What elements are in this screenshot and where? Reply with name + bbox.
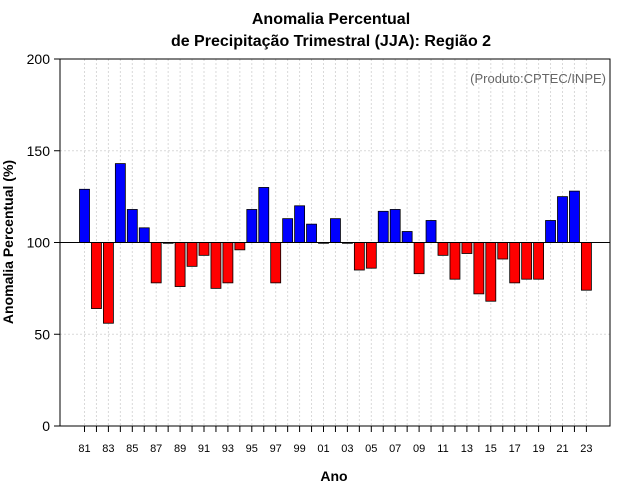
x-tick-label: 87 xyxy=(150,443,162,455)
x-tick-label: 07 xyxy=(389,443,401,455)
bar-2022 xyxy=(569,190,580,243)
y-tick-label: 0 xyxy=(42,418,50,434)
x-tick-label: 11 xyxy=(437,443,448,455)
x-tick-label: 95 xyxy=(246,443,258,455)
chart-title-line-2: de Precipitação Trimestral (JJA): Região… xyxy=(171,33,491,50)
bar-1986 xyxy=(138,227,150,243)
bar-2015 xyxy=(485,242,497,302)
bar-2018 xyxy=(521,242,533,280)
bar-2002 xyxy=(330,218,341,243)
bar-2021 xyxy=(557,196,568,243)
bar-2004 xyxy=(353,242,365,271)
grid-layer xyxy=(60,58,610,427)
x-tick-label: 17 xyxy=(509,443,521,455)
bar-2000 xyxy=(306,223,317,243)
bar-1995 xyxy=(246,209,258,243)
bar-1997 xyxy=(270,242,282,284)
bar-1999 xyxy=(294,205,306,243)
bar-1998 xyxy=(282,218,294,243)
bar-1994 xyxy=(234,242,246,251)
bar-2012 xyxy=(449,242,461,280)
x-tick-label: 19 xyxy=(532,443,544,455)
bar-1987 xyxy=(150,242,162,284)
x-tick-label: 01 xyxy=(317,443,329,455)
y-axis: 0 50 100 150 200 xyxy=(27,51,60,434)
y-tick-label: 50 xyxy=(34,326,50,342)
bar-1984 xyxy=(114,163,126,243)
bar-1983 xyxy=(103,242,114,324)
x-tick-label: 93 xyxy=(222,443,234,455)
bar-2005 xyxy=(365,242,377,269)
y-tick-label: 200 xyxy=(27,51,51,67)
x-tick-label: 97 xyxy=(270,443,282,455)
x-tick-label: 13 xyxy=(461,443,473,455)
bar-2009 xyxy=(413,242,425,275)
x-tick-label: 21 xyxy=(556,443,568,455)
x-tick-label: 91 xyxy=(198,443,210,455)
x-axis: 81 83 85 87 89 91 93 95 97 99 01 03 05 07 09 11 13 15 17 19… xyxy=(78,426,593,455)
bar-2023 xyxy=(581,242,592,291)
bars-layer xyxy=(79,163,592,324)
x-tick-label: 15 xyxy=(485,443,497,455)
y-tick-label: 150 xyxy=(27,143,51,159)
y-tick-label: 100 xyxy=(27,235,51,251)
x-tick-label: 85 xyxy=(126,443,138,455)
x-tick-label: 09 xyxy=(413,443,425,455)
credit-text: (Produto:CPTEC/INPE) xyxy=(470,71,606,86)
x-tick-label: 83 xyxy=(102,443,114,455)
bar-1993 xyxy=(222,242,234,284)
x-axis-label: Ano xyxy=(320,468,347,484)
x-tick-label: 05 xyxy=(365,443,377,455)
bar-2008 xyxy=(401,231,413,243)
bar-2006 xyxy=(377,210,389,243)
bar-1985 xyxy=(126,209,138,243)
bar-1989 xyxy=(174,242,186,287)
bar-2016 xyxy=(497,242,509,260)
x-tick-label: 23 xyxy=(580,443,592,455)
bar-1991 xyxy=(198,242,210,256)
bar-2020 xyxy=(545,220,556,243)
chart-title-line-1: Anomalia Percentual xyxy=(252,11,410,28)
bar-2011 xyxy=(437,242,449,256)
bar-2017 xyxy=(509,242,521,284)
bar-2010 xyxy=(425,220,437,243)
bar-2019 xyxy=(533,242,544,280)
y-axis-label: Anomalia Percentual (%) xyxy=(0,160,16,324)
bar-2007 xyxy=(389,209,401,243)
x-tick-label: 89 xyxy=(174,443,186,455)
bar-2014 xyxy=(473,242,485,295)
bar-1996 xyxy=(258,187,270,243)
bar-1981 xyxy=(79,188,90,243)
x-tick-label: 81 xyxy=(78,443,90,455)
bar-1982 xyxy=(91,242,102,309)
bar-1992 xyxy=(210,242,222,289)
bar-2013 xyxy=(461,242,473,254)
x-tick-label: 03 xyxy=(341,443,353,455)
bar-1990 xyxy=(186,242,198,267)
x-tick-label: 99 xyxy=(293,443,305,455)
